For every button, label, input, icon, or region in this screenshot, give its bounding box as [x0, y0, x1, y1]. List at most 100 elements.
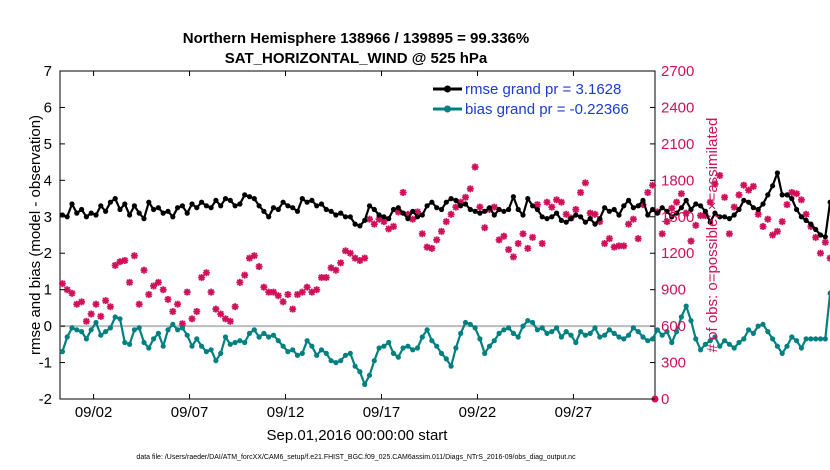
rmse-point	[520, 212, 526, 218]
bias-point	[698, 347, 704, 353]
obs-point	[284, 291, 292, 298]
rmse-point	[597, 216, 603, 222]
bias-point	[611, 330, 617, 336]
rmse-point	[654, 210, 661, 216]
rmse-point	[146, 199, 152, 205]
bias-point	[587, 330, 593, 336]
obs-point	[629, 215, 637, 223]
bias-point	[448, 363, 454, 369]
bias-point	[131, 327, 137, 333]
rmse-point	[304, 199, 310, 205]
obs-point	[519, 230, 527, 238]
bias-point	[736, 339, 742, 346]
bias-point	[635, 329, 641, 335]
obs-point	[821, 238, 829, 246]
bias-point	[294, 352, 301, 358]
obs-point	[514, 240, 522, 247]
obs-point	[58, 280, 66, 288]
rmse-point	[554, 210, 560, 216]
rmse-point	[813, 226, 819, 233]
rmse-point	[746, 199, 752, 205]
bias-point	[506, 325, 512, 331]
x-tick-label: 09/17	[363, 404, 401, 421]
rmse-point	[794, 206, 800, 213]
obs-point	[778, 218, 786, 226]
rmse-point	[462, 201, 469, 207]
rmse-point	[227, 197, 233, 203]
obs-point	[826, 254, 830, 262]
bias-point	[242, 339, 248, 346]
x-tick-label: 09/27	[555, 404, 593, 421]
bias-point	[203, 349, 209, 355]
obs-point	[399, 189, 407, 196]
bias-point	[381, 343, 387, 349]
rmse-point	[630, 205, 637, 211]
rmse-point	[506, 206, 512, 213]
rmse-point	[376, 212, 382, 218]
obs-point	[241, 271, 249, 279]
bias-point	[338, 358, 344, 364]
rmse-point	[784, 192, 790, 198]
bias-point	[386, 339, 392, 346]
rmse-point	[817, 232, 824, 238]
bias-point	[530, 319, 536, 326]
x-tick-label: 09/22	[459, 404, 497, 421]
obs-point	[577, 189, 585, 196]
bias-point	[227, 341, 233, 347]
bias-point	[112, 314, 118, 320]
rmse-point	[127, 212, 133, 218]
obs-point	[783, 201, 791, 209]
bias-point	[390, 350, 397, 356]
bias-point	[779, 350, 785, 356]
bias-point	[189, 343, 195, 349]
rmse-point	[448, 196, 454, 202]
bias-point	[251, 327, 257, 333]
rmse-point	[213, 197, 219, 203]
obs-point	[298, 288, 306, 296]
bias-point	[213, 358, 219, 364]
rmse-point	[107, 199, 113, 205]
rmse-point	[698, 203, 704, 209]
bias-point	[69, 325, 75, 331]
rmse-point	[352, 221, 358, 227]
rmse-point	[410, 208, 416, 214]
rmse-point	[549, 214, 555, 220]
rmse-point	[803, 217, 809, 223]
rmse-point	[175, 205, 181, 211]
rmse-point	[74, 210, 80, 216]
bias-point	[170, 321, 176, 327]
rmse-point	[151, 206, 157, 213]
obs-point	[452, 203, 460, 211]
bias-point	[151, 336, 157, 342]
x-tick-label: 09/12	[267, 404, 305, 421]
obs-point	[111, 261, 119, 269]
bias-point	[103, 329, 109, 335]
legend-bias-marker	[444, 105, 451, 113]
bias-point	[477, 336, 483, 342]
rmse-point	[822, 234, 828, 240]
rmse-point	[717, 214, 723, 220]
rmse-point	[472, 208, 478, 214]
obs-point	[466, 185, 474, 193]
right-tick-label: 0	[661, 391, 669, 408]
bias-point	[784, 343, 790, 349]
rmse-point	[338, 210, 344, 216]
bias-point	[731, 345, 737, 351]
obs-point	[548, 203, 556, 211]
rmse-point	[309, 197, 315, 203]
obs-point	[601, 240, 609, 247]
obs-point	[135, 300, 143, 308]
bias-point	[640, 334, 646, 340]
left-tick-label: 5	[44, 136, 52, 153]
rmse-point	[424, 203, 430, 209]
rmse-point	[510, 194, 516, 200]
obs-point	[509, 253, 517, 261]
bias-point	[347, 350, 353, 356]
obs-point	[740, 181, 748, 189]
bias-point	[520, 323, 526, 329]
bias-point	[707, 338, 713, 344]
bias-point	[222, 334, 229, 340]
bias-point	[817, 336, 824, 342]
bias-point	[765, 329, 771, 335]
bias-point	[179, 325, 185, 331]
